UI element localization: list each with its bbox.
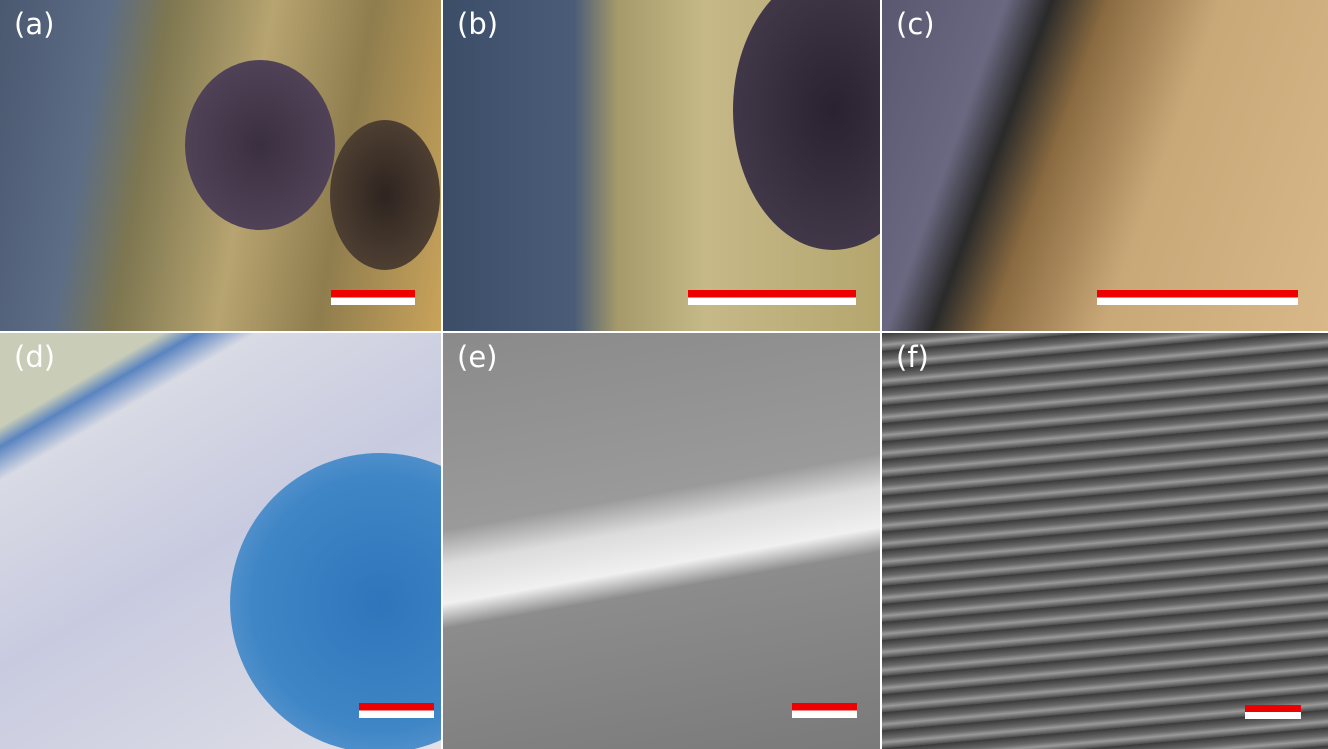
- photo-panel: (e): [443, 333, 880, 749]
- seed-region: [330, 120, 440, 270]
- seed-region: [185, 60, 335, 230]
- scale-bar: [688, 290, 856, 305]
- panel-label: (a): [14, 10, 54, 39]
- panel-label: (d): [14, 343, 55, 372]
- photo-panel: (c): [882, 0, 1328, 331]
- scale-bar: [359, 703, 434, 718]
- scale-bar: [331, 290, 415, 305]
- panel-label: (b): [457, 10, 498, 39]
- photo-panel: (f): [882, 333, 1328, 749]
- panel-label: (e): [457, 343, 497, 372]
- scale-bar: [1097, 290, 1298, 305]
- seed-region: [733, 0, 880, 250]
- photo-panel: (a): [0, 0, 441, 331]
- figure: (a) (b) (c) (d) (e) (f) (() => { const d…: [0, 0, 1328, 749]
- panel-label: (c): [896, 10, 935, 39]
- photo-panel: (d): [0, 333, 441, 749]
- panel-label: (f): [896, 343, 929, 372]
- photo-panel: (b): [443, 0, 880, 331]
- scale-bar: [1245, 705, 1301, 719]
- scale-bar: [792, 703, 857, 718]
